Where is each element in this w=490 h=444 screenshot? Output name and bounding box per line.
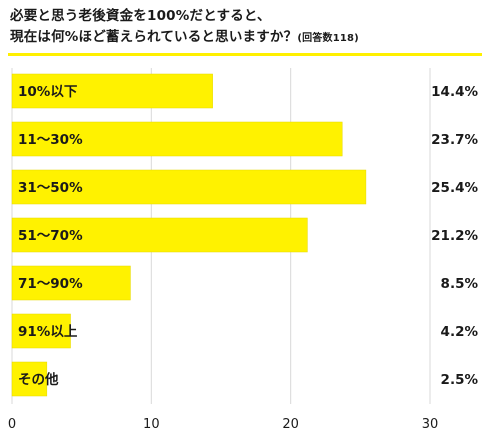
bar-6 [11,361,48,397]
category-label: 51〜70% [18,228,83,244]
x-tick-label: 30 [422,417,439,432]
value-label: 14.4% [431,84,478,100]
value-label: 2.5% [441,372,479,388]
chart-title-line-2-text: 現在は何%ほど蓄えられていると思いますか？ [10,29,298,45]
category-label: 31〜50% [18,180,83,196]
x-tick-label: 0 [8,417,16,432]
value-label: 23.7% [431,132,478,148]
x-tick-label: 10 [143,417,160,432]
bar-4 [11,265,131,301]
value-label: 4.2% [441,324,479,340]
category-label: 11〜30% [18,132,83,148]
value-label: 21.2% [431,228,478,244]
bar-5 [11,313,71,349]
category-label: その他 [18,371,59,388]
value-label: 8.5% [441,276,479,292]
bar-1 [11,121,343,157]
chart-title: 必要と思う老後資金を100%だとすると、 現在は何%ほど蓄えられていると思います… [10,6,480,49]
x-tick-label: 20 [282,417,299,432]
bar-3 [11,217,308,253]
title-underline [8,53,482,56]
bar-0 [11,73,213,109]
respondent-count-note: (回答数118) [297,33,359,44]
category-label: 91%以上 [18,324,78,340]
bar-2 [11,169,367,205]
chart-title-line-2: 現在は何%ほど蓄えられていると思いますか？(回答数118) [10,27,480,49]
category-label: 71〜90% [18,276,83,292]
value-label: 25.4% [431,180,478,196]
category-label: 10%以下 [18,84,78,100]
chart-title-line-1: 必要と思う老後資金を100%だとすると、 [10,8,271,24]
